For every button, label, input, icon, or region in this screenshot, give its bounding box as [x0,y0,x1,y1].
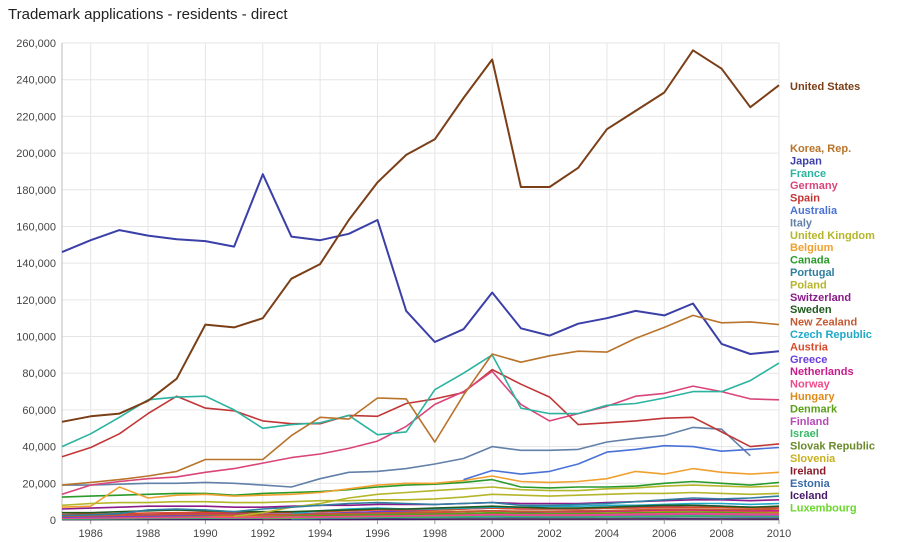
legend-entry-spain[interactable]: Spain [790,193,820,205]
x-tick-label: 1990 [193,528,217,540]
legend-layer: United States Korea, Rep.JapanFranceGerma… [790,81,875,515]
legend-entry-netherlands[interactable]: Netherlands [790,366,854,378]
y-tick-label: 240,000 [16,75,56,87]
series-line-israel[interactable] [61,515,779,520]
series-line-japan[interactable] [61,173,780,355]
grid-layer [62,42,780,521]
series-line-united-states[interactable] [61,49,780,423]
y-tick-label: 260,000 [16,38,56,50]
legend-entry-denmark[interactable]: Denmark [790,403,838,415]
legend-entry-belgium[interactable]: Belgium [790,242,834,254]
series-line-spain[interactable] [61,368,780,458]
x-tick-label: 2010 [767,528,791,540]
y-tick-label: 60,000 [22,405,56,417]
legend-entry-slovak-republic[interactable]: Slovak Republic [790,441,875,453]
legend-entry-austria[interactable]: Austria [790,341,829,353]
series-line-iceland[interactable] [62,518,779,521]
y-tick-label: 180,000 [16,185,56,197]
y-tick-label: 120,000 [16,295,56,307]
legend-entry-poland[interactable]: Poland [790,279,827,291]
x-tick-label: 1992 [251,528,275,540]
legend-entry-switzerland[interactable]: Switzerland [790,292,851,304]
series-line-france[interactable] [61,354,780,448]
legend-entry-czech-republic[interactable]: Czech Republic [790,329,872,341]
legend-entry-israel[interactable]: Israel [790,428,819,440]
y-tick-label: 100,000 [16,332,56,344]
y-tick-label: 200,000 [16,148,56,160]
series-line-korea-rep[interactable] [61,314,780,486]
series-line-italy[interactable] [62,426,751,488]
legend-entry-luxembourg[interactable]: Luxembourg [790,503,857,515]
legend-entry-france[interactable]: France [790,168,826,180]
series-layer [61,49,780,521]
legend-entry-new-zealand[interactable]: New Zealand [790,317,857,329]
legend-entry-estonia[interactable]: Estonia [790,478,831,490]
y-tick-label: 220,000 [16,111,56,123]
legend-entry-australia[interactable]: Australia [790,205,838,217]
x-tick-label: 1988 [136,528,160,540]
series-line-poland[interactable] [234,484,780,518]
x-tick-label: 2008 [709,528,733,540]
chart-title: Trademark applications - residents - dir… [8,6,288,23]
series-line-austria[interactable] [61,506,779,516]
y-tick-label: 140,000 [16,258,56,270]
x-tick-label: 2004 [595,528,619,540]
legend-entry-greece[interactable]: Greece [790,354,827,366]
y-tick-label: 20,000 [22,478,56,490]
legend-entry-iceland[interactable]: Iceland [790,490,828,502]
legend-entry-korea-rep[interactable]: Korea, Rep. [790,143,851,155]
legend-entry-ireland[interactable]: Ireland [790,465,826,477]
y-tick-label: 160,000 [16,221,56,233]
legend-entry-germany[interactable]: Germany [790,180,839,192]
series-line-sweden[interactable] [62,504,780,514]
legend-entry-slovenia[interactable]: Slovenia [790,453,836,465]
x-tick-label: 1996 [365,528,389,540]
series-line-new-zealand[interactable] [61,508,780,518]
series-line-germany[interactable] [61,370,780,496]
series-line-canada[interactable] [61,478,780,498]
legend-entry-portugal[interactable]: Portugal [790,267,835,279]
x-tick-label: 2002 [537,528,561,540]
series-line-united-kingdom[interactable] [61,491,780,507]
y-tick-label: 80,000 [22,368,56,380]
series-line-norway[interactable] [61,512,779,519]
y-tick-label: 40,000 [22,442,56,454]
axis-layer: 0 20,000 40,000 60,000 80,000 100,000 120,000 1… [16,38,791,540]
legend-entry-finland[interactable]: Finland [790,416,829,428]
series-line-portugal[interactable] [61,495,780,517]
series-line-australia[interactable] [463,444,780,481]
x-tick-label: 1994 [308,528,332,540]
legend-entry-united-states[interactable]: United States [790,81,860,93]
legend-entry-sweden[interactable]: Sweden [790,304,832,316]
legend-entry-canada[interactable]: Canada [790,255,831,267]
series-line-belgium[interactable] [61,467,780,508]
legend-entry-norway[interactable]: Norway [790,379,831,391]
x-tick-label: 1998 [423,528,447,540]
legend-entry-hungary[interactable]: Hungary [790,391,836,403]
x-tick-label: 1986 [78,528,102,540]
legend-entry-united-kingdom[interactable]: United Kingdom [790,230,875,242]
x-tick-label: 2000 [480,528,504,540]
legend-entry-italy[interactable]: Italy [790,217,813,229]
x-tick-label: 2006 [652,528,676,540]
legend-entry-japan[interactable]: Japan [790,155,822,167]
y-tick-label: 0 [50,515,56,527]
series-line-czech-republic[interactable] [291,502,780,515]
